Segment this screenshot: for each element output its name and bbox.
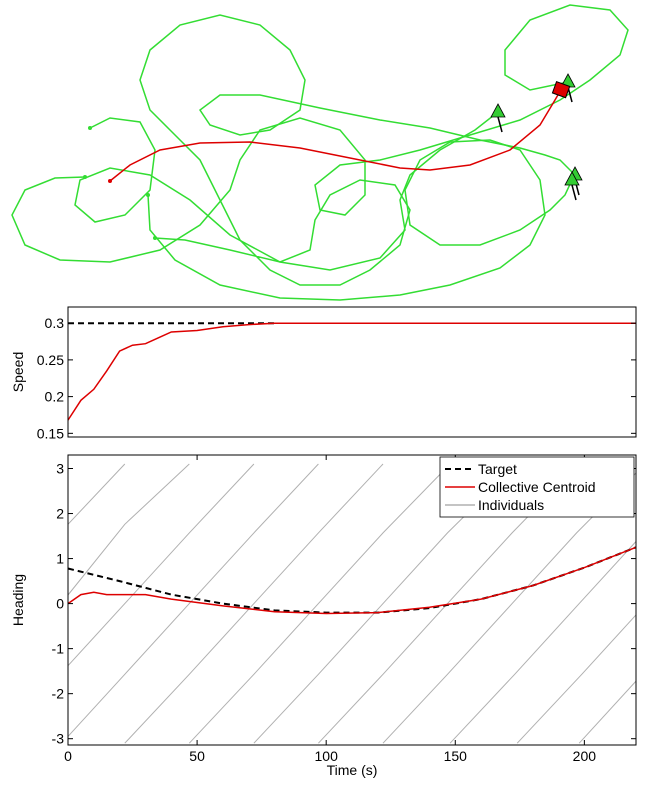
start-dot <box>83 175 87 179</box>
series-line <box>147 139 573 301</box>
x-tick-label: 0 <box>64 748 72 764</box>
x-axis-label: Time (s) <box>327 762 378 778</box>
y-tick-label: -3 <box>52 731 65 747</box>
y-tick-label: 2 <box>56 506 64 522</box>
y-tick-label: 1 <box>56 551 64 567</box>
y-tick-label: 0.2 <box>45 389 65 405</box>
x-tick-label: 150 <box>444 748 468 764</box>
y-tick-label: 3 <box>56 461 64 477</box>
series-line <box>139 14 576 286</box>
series-line <box>109 87 563 182</box>
y-tick-label: 0.25 <box>37 352 64 368</box>
agent-tail <box>497 116 503 133</box>
series-line <box>74 111 499 271</box>
y-tick-label: 0.3 <box>45 315 65 331</box>
plot-area <box>68 307 636 437</box>
y-tick-label: 0 <box>56 596 64 612</box>
y-tick-label: -1 <box>52 641 65 657</box>
axes-box <box>67 306 637 438</box>
agent-tail <box>571 184 577 201</box>
centroid-marker <box>551 80 571 99</box>
axes-box <box>67 454 637 746</box>
start-dot <box>108 179 112 183</box>
series-line <box>67 546 637 615</box>
series-line <box>11 4 629 263</box>
y-axis-label: Heading <box>10 574 26 626</box>
x-tick-label: 100 <box>315 748 339 764</box>
legend-label: Target <box>478 461 517 477</box>
y-tick-label: 0.15 <box>37 425 64 441</box>
x-tick-label: 50 <box>189 748 205 764</box>
y-tick-label: -2 <box>52 686 65 702</box>
legend-label: Collective Centroid <box>478 479 596 495</box>
legend-label: Individuals <box>478 497 544 513</box>
start-dot <box>88 126 92 130</box>
start-dot <box>153 236 157 240</box>
x-tick-label: 200 <box>573 748 597 764</box>
series-line <box>67 463 637 744</box>
agent-marker <box>490 103 506 118</box>
series-line <box>67 322 636 421</box>
y-axis-label: Speed <box>10 352 26 392</box>
start-dot <box>146 193 150 197</box>
